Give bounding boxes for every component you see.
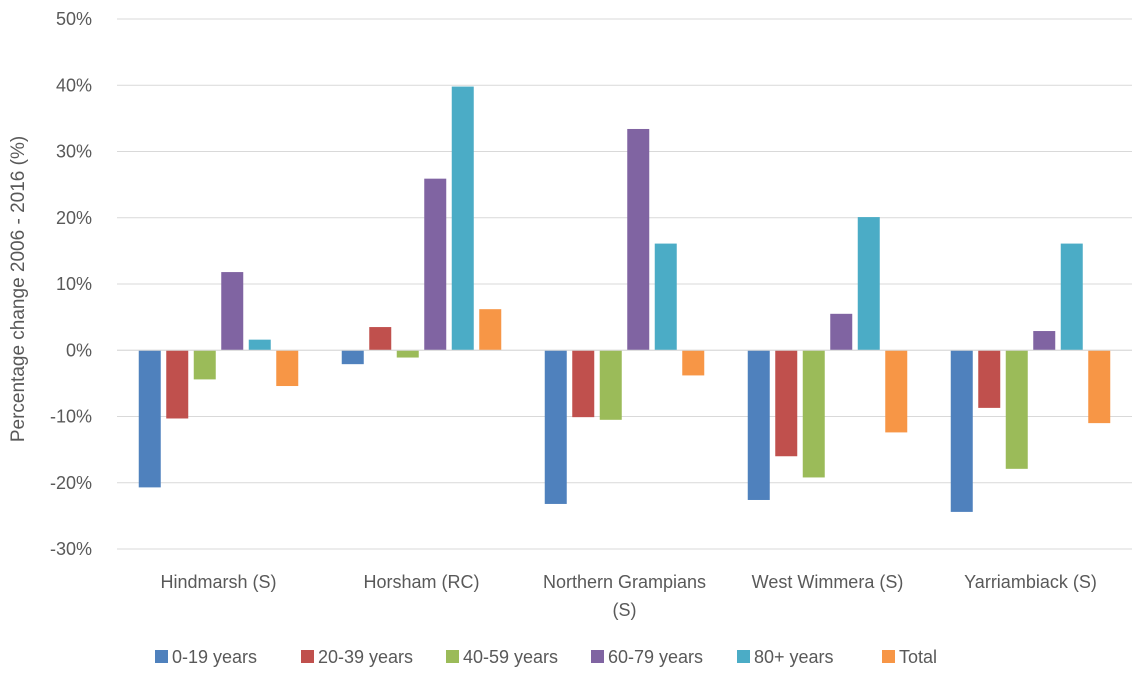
x-category-label: Horsham (RC) <box>363 572 479 592</box>
bar <box>424 178 447 351</box>
legend-swatch <box>446 650 459 663</box>
bar <box>885 350 908 433</box>
legend-label: 0-19 years <box>172 647 257 667</box>
legend-swatch <box>591 650 604 663</box>
bar <box>544 350 567 504</box>
y-tick-label: -30% <box>50 539 92 559</box>
x-category-label: Yarriambiack (S) <box>964 572 1097 592</box>
bar <box>396 350 419 358</box>
bar <box>1088 350 1111 424</box>
y-axis-title: Percentage change 2006 - 2016 (%) <box>8 136 29 442</box>
bar <box>1033 331 1056 351</box>
legend-swatch <box>155 650 168 663</box>
y-axis-tick-labels: -30% -20% -10% 0% 10% 20% 30% 40% 50% <box>50 9 92 559</box>
legend-swatch <box>882 650 895 663</box>
legend-label: 40-59 years <box>463 647 558 667</box>
bar <box>950 350 973 512</box>
gridlines <box>117 18 1132 550</box>
bar <box>138 350 161 488</box>
bar <box>627 128 650 351</box>
y-tick-label: 0% <box>66 340 92 360</box>
bar <box>682 350 705 376</box>
bar <box>830 313 853 351</box>
y-tick-label: 50% <box>56 9 92 29</box>
bar <box>775 350 798 457</box>
y-tick-label: 40% <box>56 75 92 95</box>
bar <box>654 243 677 351</box>
y-tick-label: -20% <box>50 473 92 493</box>
bar <box>166 350 189 419</box>
bar <box>572 350 595 418</box>
bars <box>138 86 1111 512</box>
bar <box>193 350 216 380</box>
bar <box>276 350 299 387</box>
y-tick-label: 20% <box>56 208 92 228</box>
y-tick-label: 10% <box>56 274 92 294</box>
bar <box>341 350 364 365</box>
bar <box>802 350 825 478</box>
bar <box>978 350 1001 408</box>
bar <box>221 272 244 351</box>
bar <box>1060 243 1083 351</box>
legend-label: 20-39 years <box>318 647 413 667</box>
bar <box>599 350 622 420</box>
x-axis-category-labels: Hindmarsh (S) Horsham (RC) Northern Grampi… <box>160 572 1096 620</box>
bar <box>857 217 880 351</box>
x-category-label: West Wimmera (S) <box>752 572 904 592</box>
y-tick-label: 30% <box>56 142 92 162</box>
legend: 0-19 years 20-39 years 40-59 years 60-79 ye… <box>155 647 937 667</box>
bar <box>747 350 770 500</box>
x-category-label: (S) <box>613 600 637 620</box>
bar <box>248 339 271 351</box>
legend-swatch <box>737 650 750 663</box>
bar <box>479 309 502 351</box>
legend-label: 60-79 years <box>608 647 703 667</box>
x-category-label: Hindmarsh (S) <box>160 572 276 592</box>
bar <box>451 86 474 351</box>
x-category-label: Northern Grampians <box>543 572 706 592</box>
legend-swatch <box>301 650 314 663</box>
legend-label: Total <box>899 647 937 667</box>
legend-label: 80+ years <box>754 647 834 667</box>
bar <box>369 327 392 351</box>
bar <box>1005 350 1028 469</box>
y-tick-label: -10% <box>50 407 92 427</box>
